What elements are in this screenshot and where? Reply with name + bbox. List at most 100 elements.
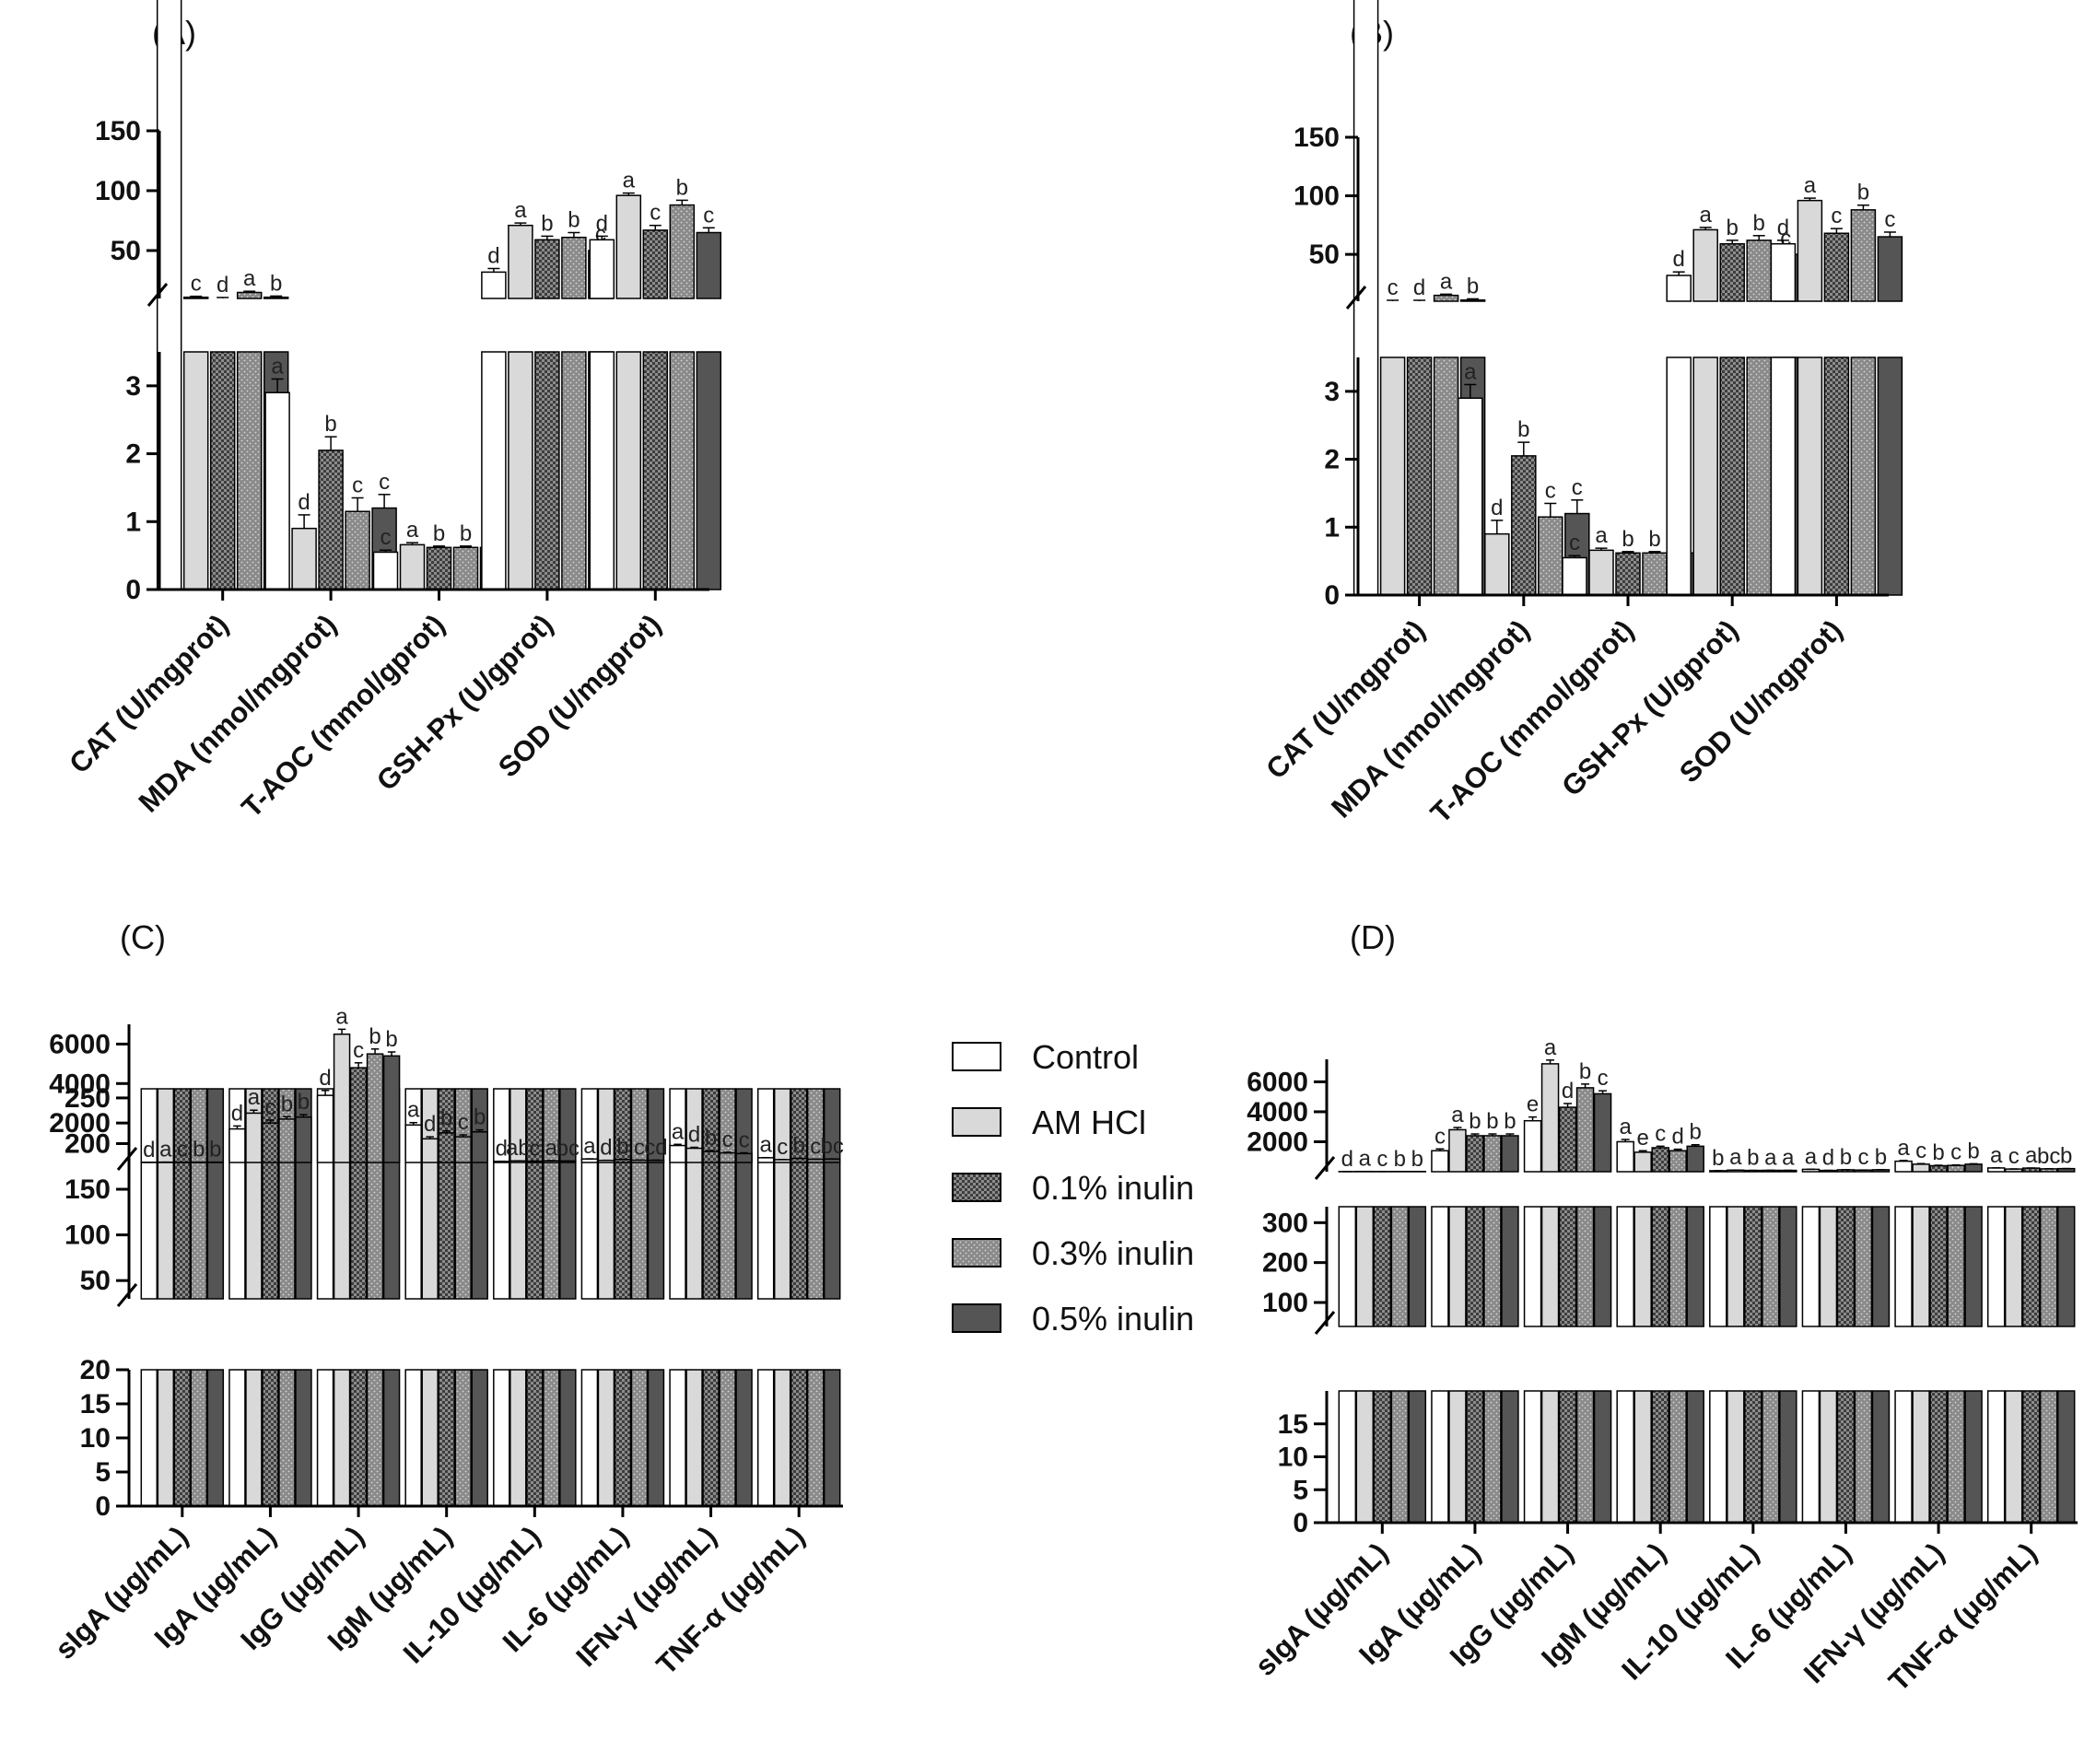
bar [173, 1088, 192, 1300]
bar [642, 229, 669, 299]
bar [719, 1369, 736, 1507]
significance-letter: b [793, 1133, 805, 1158]
bar [454, 1369, 472, 1507]
bar [1448, 1206, 1467, 1327]
bar [1719, 356, 1745, 596]
bar [1633, 1151, 1652, 1173]
y-tick-label: 200 [1262, 1248, 1308, 1279]
significance-letter: a [672, 1119, 685, 1144]
bar [1540, 1390, 1560, 1524]
bar [1466, 1390, 1484, 1524]
y-tick-label: 150 [95, 116, 141, 146]
significance-letter: c [650, 201, 661, 226]
bar [1929, 1206, 1948, 1327]
bar [426, 546, 452, 590]
bar [1588, 549, 1614, 596]
bar [1779, 1206, 1797, 1327]
bar [669, 351, 696, 590]
bar [1746, 239, 1772, 302]
bar [366, 1053, 384, 1163]
legend-item-inulin-05: 0.5% inulin [952, 1300, 1194, 1338]
bar [1797, 199, 1823, 302]
bar [209, 351, 236, 590]
y-tick-label: 6000 [1247, 1067, 1308, 1097]
significance-letter: d [1413, 275, 1425, 300]
significance-letter: b [1517, 417, 1529, 442]
bar [589, 351, 615, 590]
bar [1692, 228, 1718, 302]
bar [2004, 1390, 2023, 1524]
significance-letter: d [1822, 1146, 1834, 1171]
bar [1448, 1128, 1467, 1173]
bar [1616, 1140, 1634, 1173]
bar [1390, 1390, 1410, 1524]
significance-letter: b [676, 175, 688, 200]
bar [1558, 1206, 1577, 1327]
y-tick-label: 10 [1278, 1443, 1308, 1473]
x-tick-label: T-AOC (mmol/gprot) [1424, 613, 1640, 829]
bar [1770, 356, 1797, 596]
significance-letter: a [1451, 1103, 1464, 1127]
bar [526, 1369, 544, 1507]
bar [696, 351, 722, 590]
significance-letter: b [474, 1105, 486, 1130]
y-tick-label: 100 [95, 176, 141, 206]
bar [1744, 1206, 1762, 1327]
bar [719, 1151, 736, 1163]
bar [190, 1088, 208, 1300]
bar [262, 1122, 279, 1163]
legend-label-am-hcl: AM HCl [1032, 1104, 1146, 1141]
bar [1558, 1390, 1577, 1524]
bar [756, 1157, 775, 1163]
axis-break-mark [116, 1147, 138, 1171]
significance-letter: d [319, 1066, 331, 1091]
bar [1836, 1206, 1856, 1327]
significance-letter: c [2008, 1144, 2020, 1169]
axis-break-mark [1345, 286, 1367, 310]
significance-letter: a [335, 1004, 348, 1029]
bar [156, 0, 182, 590]
bar [1986, 1390, 2006, 1524]
bar [790, 1088, 808, 1300]
bar [1947, 1390, 1965, 1524]
bar [669, 1144, 686, 1163]
bar [806, 1369, 825, 1507]
bar [2004, 1206, 2023, 1327]
significance-letter: b [369, 1024, 381, 1049]
bar [1355, 1206, 1375, 1327]
bar [349, 1369, 368, 1507]
bar [543, 1088, 560, 1300]
bar [206, 1369, 225, 1507]
significance-letter: a [1359, 1147, 1372, 1172]
bar [481, 351, 507, 590]
significance-letter: c [353, 1038, 364, 1063]
bar [630, 1088, 649, 1300]
significance-letter: b [1622, 527, 1633, 552]
bar [509, 1088, 527, 1300]
legend: Control AM HCl 0.1% inulin 0.3% inulin 0… [952, 1038, 1194, 1338]
significance-letter: b [1727, 216, 1739, 240]
bar [597, 1369, 615, 1507]
bar [1877, 236, 1903, 302]
x-tick-label: MDA (nmol/mgprot) [1325, 613, 1535, 824]
significance-letter: a [583, 1134, 596, 1159]
legend-item-control: Control [952, 1038, 1139, 1076]
bar [236, 291, 263, 299]
bar [1483, 1206, 1502, 1327]
x-tick-label: T-AOC (mmol/gprot) [235, 608, 451, 824]
bar [157, 1369, 175, 1507]
bar [206, 1088, 225, 1300]
significance-letter: d [1341, 1147, 1353, 1172]
bar [615, 194, 642, 299]
bar [1540, 1206, 1560, 1327]
bar [823, 1088, 841, 1300]
y-tick-label: 15 [1278, 1409, 1308, 1440]
bar [316, 1369, 334, 1507]
significance-letter: b [568, 208, 580, 233]
legend-label-control: Control [1032, 1038, 1139, 1076]
bar [696, 231, 722, 299]
y-tick-label: 6000 [49, 1029, 111, 1059]
significance-letter: d [1562, 1079, 1574, 1104]
